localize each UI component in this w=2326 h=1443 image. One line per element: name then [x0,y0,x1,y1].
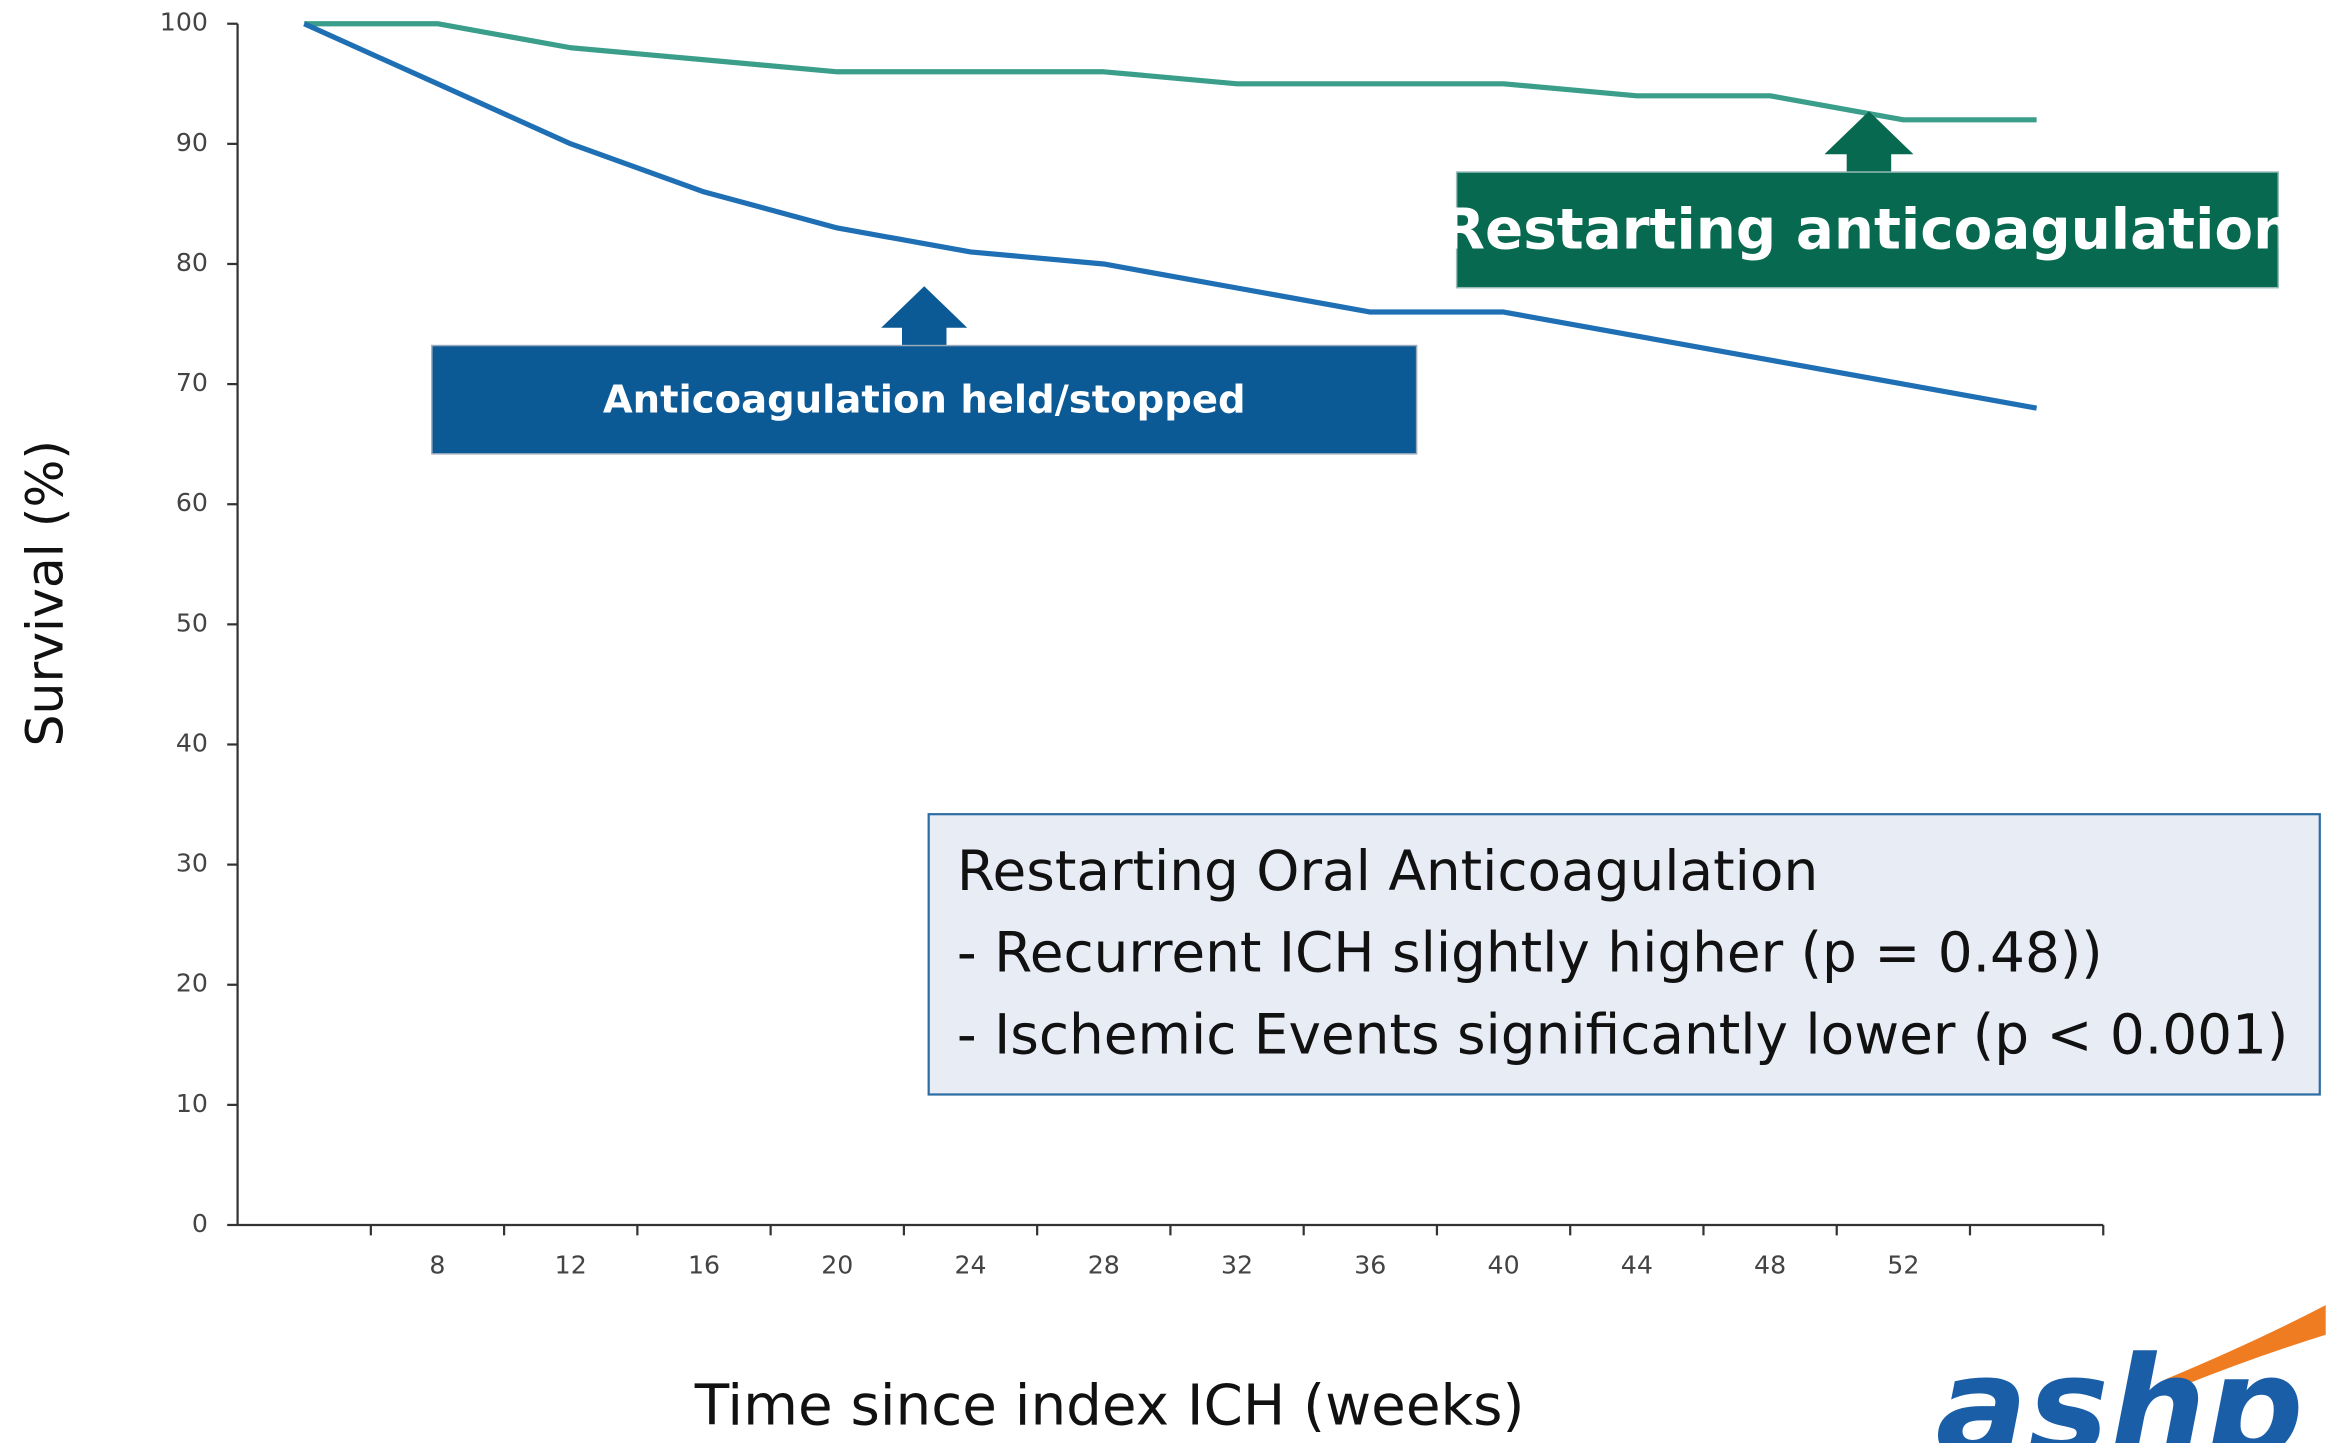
x-tick-label: 12 [555,1251,587,1280]
y-tick-label: 70 [176,368,208,397]
x-tick-label: 48 [1754,1251,1786,1280]
x-axis-label: Time since index ICH (weeks) [694,1373,1525,1438]
y-tick-label: 60 [176,488,208,517]
annotation-box [1455,171,2279,289]
x-tick-label: 40 [1488,1251,1520,1280]
info-box [927,813,2321,1096]
annotation-box [431,344,1418,455]
y-axis-label: Survival (%) [16,440,75,746]
x-tick-label: 36 [1354,1251,1386,1280]
x-tick-label: 16 [688,1251,720,1280]
y-tick-label: 50 [176,608,208,637]
logo-swoosh [2165,1305,2326,1387]
info-line: Restarting Oral Anticoagulation [957,839,1818,903]
arrow [881,286,968,349]
y-tick-label: 10 [176,1089,208,1118]
logo: ashp [1936,1328,2304,1443]
y-tick-label: 90 [176,128,208,157]
arrow [1824,111,1914,175]
x-tick-label: 24 [954,1251,986,1280]
x-tick-label: 32 [1221,1251,1253,1280]
x-tick-label: 52 [1887,1251,1919,1280]
annotation: Anticoagulation held/stopped [603,377,1246,422]
y-tick-label: 100 [160,8,208,37]
series-line [304,21,2037,123]
y-tick-label: 80 [176,248,208,277]
info-line: - Ischemic Events significantly lower (p… [957,1002,2289,1066]
x-tick-label: 28 [1088,1251,1120,1280]
y-tick-label: 0 [192,1209,208,1238]
x-tick-label: 20 [821,1251,853,1280]
annotation: Restarting anticoagulation [1442,197,2294,262]
y-tick-label: 20 [176,969,208,998]
info-line: - Recurrent ICH slightly higher (p = 0.4… [957,921,2103,985]
y-tick-label: 40 [176,728,208,757]
y-tick-label: 30 [176,849,208,878]
series-line [303,21,2038,411]
x-tick-label: 44 [1621,1251,1653,1280]
x-tick-label: 8 [429,1251,445,1280]
